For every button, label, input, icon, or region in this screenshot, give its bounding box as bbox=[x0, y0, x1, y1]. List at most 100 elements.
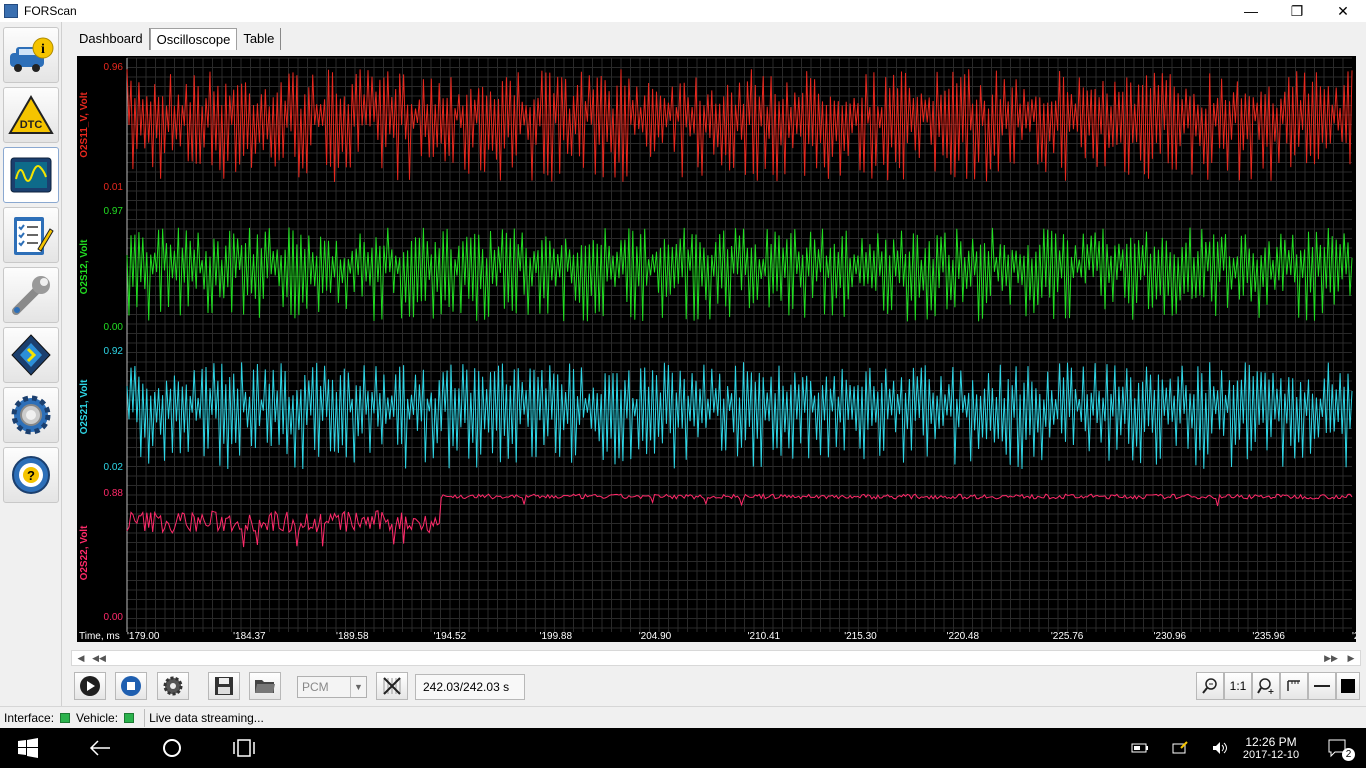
minimize-button[interactable]: — bbox=[1244, 3, 1258, 19]
clear-button[interactable] bbox=[376, 672, 408, 700]
interface-label: Interface: bbox=[4, 710, 55, 725]
tab-table[interactable]: Table bbox=[237, 28, 282, 50]
clock[interactable]: 12:26 PM 2017-12-10 bbox=[1236, 728, 1306, 768]
app-icon bbox=[4, 4, 18, 18]
x-tick-label: '189.58 bbox=[336, 631, 369, 642]
color-button[interactable] bbox=[1336, 672, 1360, 700]
tab-oscilloscope[interactable]: Oscilloscope bbox=[149, 28, 238, 50]
oscilloscope-icon bbox=[10, 157, 52, 193]
y-min-label: 0.01 bbox=[104, 182, 124, 193]
marker-button[interactable] bbox=[1280, 672, 1308, 700]
zoom-in-button[interactable] bbox=[1252, 672, 1280, 700]
sidebar-item-dtc[interactable]: DTC bbox=[3, 87, 59, 143]
sidebar-item-service[interactable] bbox=[3, 267, 59, 323]
series-line bbox=[126, 227, 1353, 322]
x-tick-label: '184.37 bbox=[233, 631, 266, 642]
start-button[interactable] bbox=[8, 728, 48, 768]
chevron-down-icon: ▼ bbox=[350, 677, 366, 697]
maximize-button[interactable]: ❐ bbox=[1290, 2, 1304, 19]
scroll-fast-back-icon[interactable]: ◀◀ bbox=[92, 653, 106, 663]
series-line bbox=[126, 493, 1353, 548]
clear-icon bbox=[383, 677, 401, 695]
tab-dashboard[interactable]: Dashboard bbox=[73, 28, 150, 50]
help-icon: ? bbox=[12, 456, 50, 494]
notifications-icon bbox=[1328, 739, 1346, 758]
play-button[interactable] bbox=[74, 672, 106, 700]
x-tick-label: '204.90 bbox=[639, 631, 672, 642]
save-button[interactable] bbox=[208, 672, 240, 700]
zoom-out-icon bbox=[1202, 678, 1217, 694]
oscilloscope-svg: 0.96 0.01 O2S11_V, Volt 0.97 0.00 O2S12, Volt… bbox=[79, 57, 1366, 642]
close-button[interactable]: ✕ bbox=[1337, 2, 1349, 19]
series-label: O2S11_V, Volt bbox=[79, 92, 90, 158]
sidebar-item-settings[interactable] bbox=[3, 387, 59, 443]
y-min-label: 0.02 bbox=[104, 462, 124, 473]
open-button[interactable] bbox=[249, 672, 281, 700]
x-tick-label: '241 bbox=[1352, 631, 1356, 642]
series-line bbox=[126, 362, 1353, 470]
tab-bar: Dashboard Oscilloscope Table bbox=[73, 28, 282, 50]
color-icon bbox=[1341, 679, 1355, 693]
checklist-icon bbox=[14, 217, 54, 255]
zoom-in-icon bbox=[1257, 678, 1274, 694]
vehicle-label: Vehicle: bbox=[76, 710, 119, 725]
y-max-label: 0.96 bbox=[104, 62, 124, 73]
task-view-button[interactable] bbox=[224, 728, 264, 768]
x-tick-label: '210.41 bbox=[748, 631, 781, 642]
y-max-label: 0.92 bbox=[104, 346, 124, 357]
hline-button[interactable] bbox=[1308, 672, 1336, 700]
settings-button[interactable] bbox=[157, 672, 189, 700]
x-tick-label: '235.96 bbox=[1252, 631, 1285, 642]
scroll-end-icon[interactable]: ▶ bbox=[1347, 653, 1355, 663]
chip-icon bbox=[11, 334, 51, 376]
sidebar-item-tests[interactable] bbox=[3, 207, 59, 263]
y-min-label: 0.00 bbox=[104, 322, 124, 333]
zoom-out-button[interactable] bbox=[1196, 672, 1224, 700]
sidebar-item-configuration[interactable] bbox=[3, 327, 59, 383]
save-icon bbox=[215, 677, 233, 695]
notifications-button[interactable]: 2 bbox=[1320, 728, 1356, 768]
module-select-value: PCM bbox=[302, 680, 329, 694]
module-select[interactable]: PCM ▼ bbox=[297, 676, 367, 698]
series-label: O2S21, Volt bbox=[79, 379, 90, 435]
folder-open-icon bbox=[255, 680, 275, 693]
scroll-fast-forward-icon[interactable]: ▶▶ bbox=[1324, 653, 1338, 663]
dtc-label: DTC bbox=[20, 119, 43, 131]
series-label: O2S12, Volt bbox=[79, 239, 90, 295]
task-view-icon bbox=[233, 739, 255, 757]
clock-time: 12:26 PM bbox=[1245, 735, 1297, 749]
scroll-start-icon[interactable]: ◀ bbox=[77, 653, 85, 663]
y-min-label: 0.00 bbox=[104, 612, 124, 623]
status-bar: Interface: Vehicle: Live data streaming.… bbox=[0, 706, 1366, 728]
horizontal-scrollbar[interactable]: ◀ ◀◀ ▶▶ ▶ bbox=[71, 650, 1361, 666]
sidebar-item-oscilloscope[interactable] bbox=[3, 147, 59, 203]
back-arrow-icon bbox=[89, 740, 110, 756]
battery-icon[interactable] bbox=[1128, 728, 1152, 768]
oscilloscope-chart[interactable]: 0.96 0.01 O2S11_V, Volt 0.97 0.00 O2S12, Volt… bbox=[77, 56, 1366, 642]
sidebar: i DTC bbox=[0, 22, 62, 706]
y-max-label: 0.88 bbox=[104, 488, 124, 499]
x-tick-label: '194.52 bbox=[434, 631, 467, 642]
cortana-button[interactable] bbox=[152, 728, 192, 768]
windows-icon bbox=[18, 738, 38, 758]
zoom-reset-button[interactable]: 1:1 bbox=[1224, 672, 1252, 700]
stop-button[interactable] bbox=[115, 672, 147, 700]
interface-status-indicator bbox=[60, 712, 71, 723]
x-tick-label: '179.00 bbox=[127, 631, 160, 642]
y-max-label: 0.97 bbox=[104, 206, 124, 217]
help-label: ? bbox=[27, 468, 35, 483]
gear-icon bbox=[163, 676, 183, 696]
sidebar-item-vehicle-info[interactable]: i bbox=[3, 27, 59, 83]
sidebar-item-help[interactable]: ? bbox=[3, 447, 59, 503]
volume-icon[interactable] bbox=[1208, 728, 1232, 768]
time-readout: 242.03/242.03 s bbox=[415, 674, 525, 700]
circle-icon bbox=[163, 739, 181, 757]
status-message: Live data streaming... bbox=[149, 710, 264, 725]
x-tick-label: '215.30 bbox=[844, 631, 877, 642]
title-bar: FORScan — ❐ ✕ bbox=[0, 0, 1366, 22]
network-icon[interactable] bbox=[1168, 728, 1192, 768]
back-button[interactable] bbox=[80, 728, 120, 768]
car-info-icon: i bbox=[10, 37, 54, 72]
svg-text:i: i bbox=[41, 42, 45, 57]
marker-icon bbox=[1287, 680, 1300, 691]
